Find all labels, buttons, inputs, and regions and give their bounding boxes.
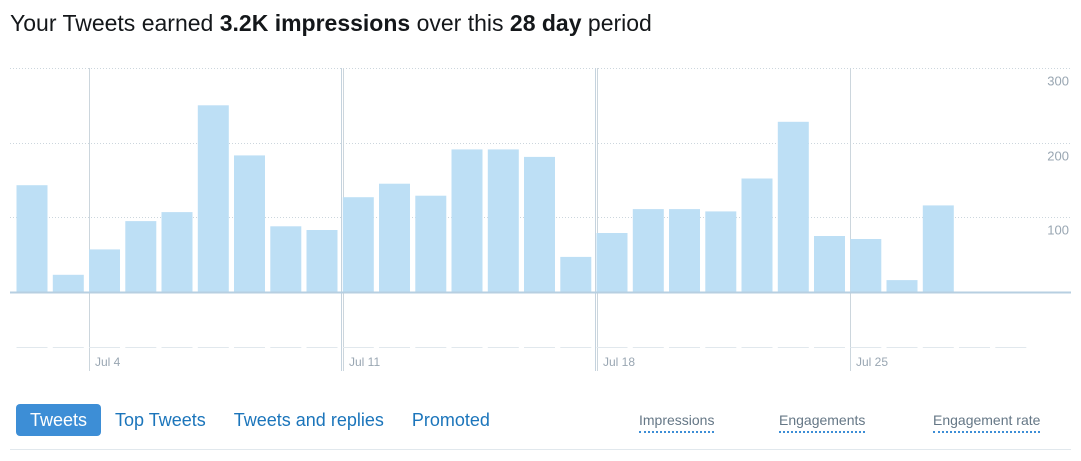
bar [306, 230, 338, 292]
x-tick-label: Jul 18 [603, 355, 635, 369]
bar [922, 205, 954, 292]
bar [850, 239, 882, 292]
bar [415, 195, 447, 292]
bar [560, 256, 592, 292]
x-tick-label: Jul 11 [349, 355, 380, 369]
bar [596, 233, 628, 292]
bar [342, 197, 374, 292]
y-tick-label: 200 [1047, 149, 1069, 164]
bar [814, 236, 845, 292]
bar [886, 280, 918, 292]
tab-top-tweets[interactable]: Top Tweets [115, 410, 206, 430]
bar [524, 156, 555, 292]
bar [89, 249, 120, 292]
headline-middle: over this [416, 10, 504, 36]
bar [197, 105, 229, 292]
y-tick-label: 300 [1047, 74, 1069, 89]
tweet-filter-tabs: Tweets Top Tweets Tweets and replies Pro… [16, 404, 518, 436]
bar [125, 221, 157, 292]
bar [270, 226, 302, 292]
page-title: Your Tweets earned 3.2K impressions over… [10, 6, 652, 40]
y-tick-label: 100 [1047, 223, 1069, 238]
x-tick-label: Jul 25 [856, 355, 888, 369]
bar [16, 185, 48, 292]
bar [451, 149, 483, 292]
metric-impressions[interactable]: Impressions [639, 412, 715, 433]
tab-promoted[interactable]: Promoted [411, 410, 490, 430]
bar [777, 121, 809, 292]
bar [741, 178, 773, 292]
headline-impressions: 3.2K impressions [219, 10, 411, 36]
bar [669, 209, 700, 292]
bar [705, 211, 737, 292]
tab-tweets-and-replies[interactable]: Tweets and replies [233, 410, 384, 430]
x-tick-label: Jul 4 [95, 355, 121, 369]
metric-engagements[interactable]: Engagements [779, 412, 866, 433]
bar [379, 183, 410, 292]
headline-prefix: Your Tweets earned [10, 10, 214, 36]
metric-selector: Impressions Engagements Engagement rate [0, 412, 1081, 438]
metric-engagement-rate[interactable]: Engagement rate [933, 412, 1041, 433]
divider [10, 449, 1071, 450]
bar [487, 149, 519, 292]
bar [234, 155, 265, 292]
bar [632, 209, 664, 292]
impressions-bar-chart: 100 200 300 Jul 4 Jul 11 Jul 18 Jul 25 [10, 68, 1071, 371]
headline-period: 28 day [509, 10, 582, 36]
headline-suffix: period [587, 10, 652, 36]
bar [52, 274, 84, 292]
tab-tweets[interactable]: Tweets [16, 404, 102, 436]
bar [161, 212, 193, 292]
